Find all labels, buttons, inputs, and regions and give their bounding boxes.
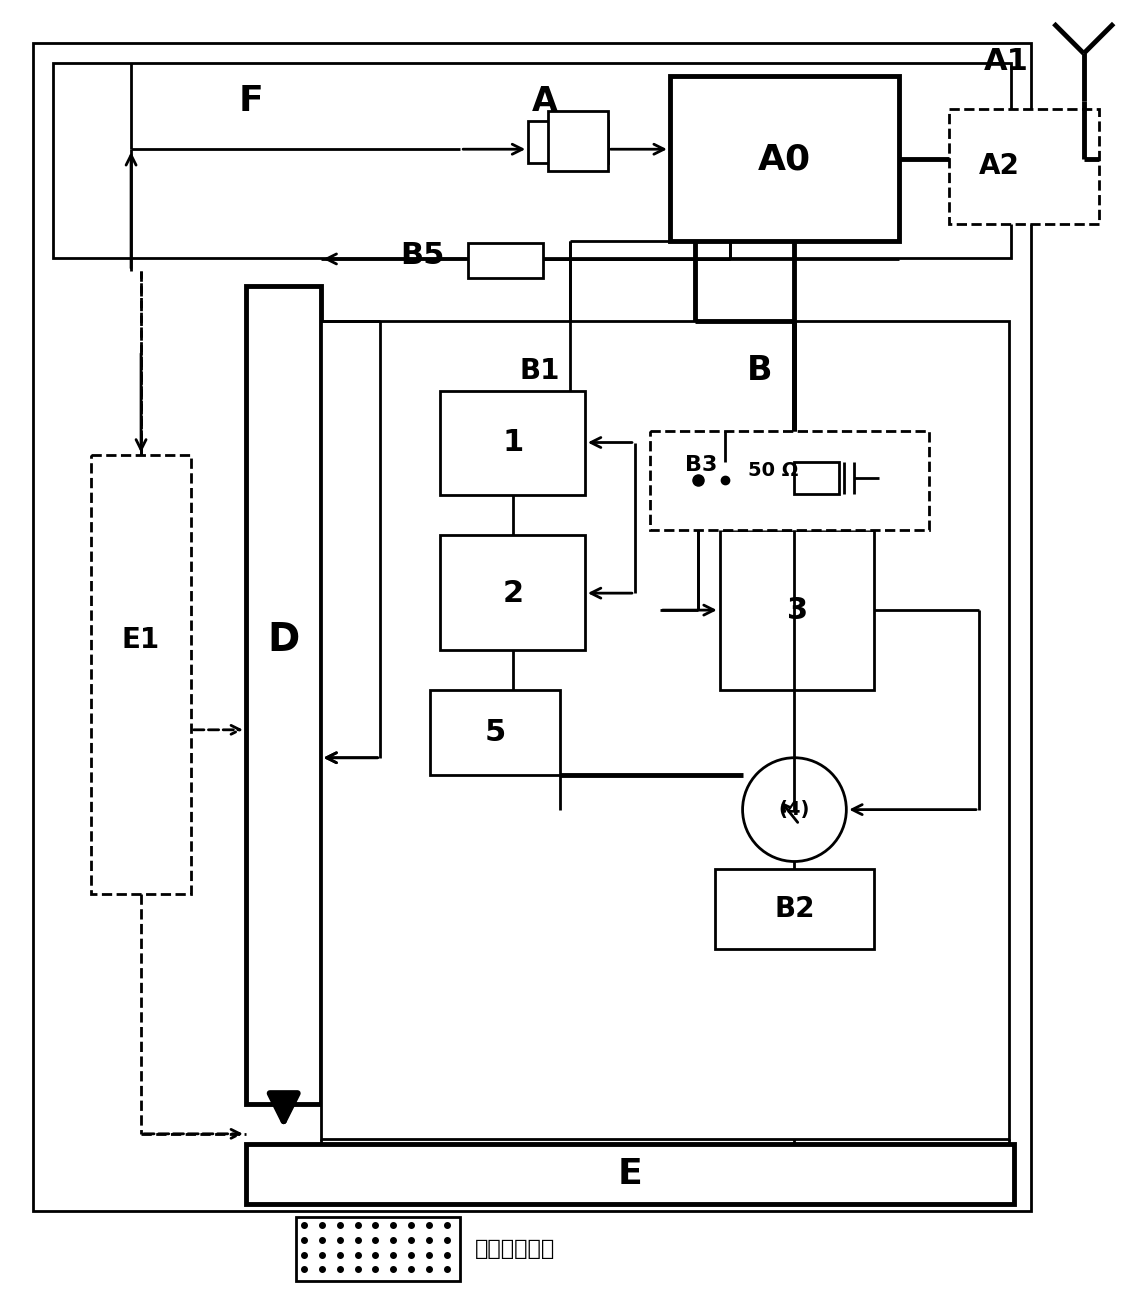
Bar [246, 286, 321, 1104]
Text: E1: E1 [122, 627, 160, 654]
Text: E: E [618, 1157, 642, 1191]
Text: 信息交互接口: 信息交互接口 [475, 1239, 555, 1258]
Bar [54, 64, 1011, 257]
Bar [949, 109, 1099, 224]
Text: 50 Ω: 50 Ω [748, 462, 798, 480]
Text: B: B [747, 354, 772, 387]
Text: B3: B3 [685, 455, 717, 476]
Text: B1: B1 [520, 356, 561, 385]
Bar [669, 77, 899, 240]
Text: A2: A2 [979, 152, 1020, 181]
Bar [528, 121, 608, 164]
Text: 1: 1 [502, 428, 524, 458]
Bar [719, 530, 875, 690]
Text: A: A [532, 84, 558, 118]
Bar [91, 455, 191, 894]
Bar [246, 1144, 1014, 1204]
Bar [548, 112, 608, 172]
Bar [715, 870, 875, 949]
Text: 5: 5 [484, 719, 506, 748]
Bar [650, 430, 930, 530]
Text: A1: A1 [984, 47, 1029, 75]
Bar [468, 243, 544, 278]
Text: F: F [239, 84, 263, 118]
Bar [795, 463, 839, 494]
Bar [321, 321, 1008, 1139]
Text: 2: 2 [502, 578, 524, 607]
Bar [441, 536, 585, 650]
Text: B2: B2 [774, 896, 814, 923]
Bar [33, 43, 1031, 1210]
Text: 3: 3 [787, 595, 809, 624]
Bar [296, 1217, 460, 1282]
Text: D: D [267, 621, 300, 659]
Text: (4): (4) [779, 800, 810, 819]
Text: A0: A0 [758, 142, 811, 177]
Bar [441, 390, 585, 495]
Bar [431, 690, 560, 775]
Text: B5: B5 [401, 242, 444, 270]
